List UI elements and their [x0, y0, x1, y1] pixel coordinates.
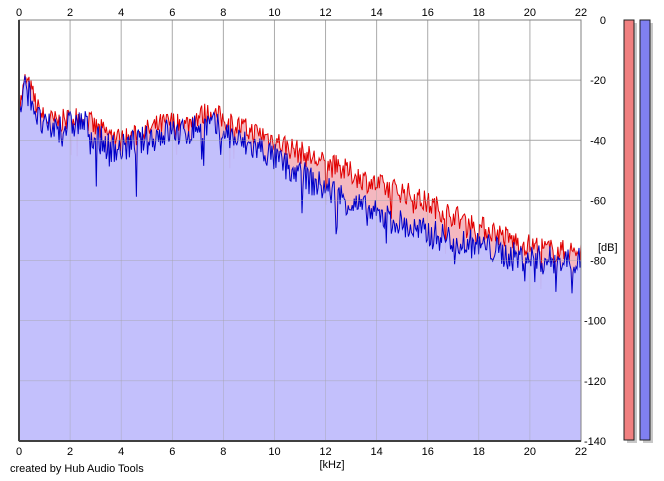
x-tick-label-bottom: 10: [268, 446, 280, 458]
x-tick-label-top: 6: [169, 7, 175, 19]
y-tick-label: -40: [590, 135, 606, 147]
x-axis-label: [kHz]: [319, 459, 344, 471]
x-tick-label-bottom: 16: [422, 446, 434, 458]
x-tick-label-bottom: 12: [319, 446, 331, 458]
y-tick-label: -20: [590, 75, 606, 87]
x-tick-label-top: 22: [575, 7, 587, 19]
x-tick-label-top: 12: [319, 7, 331, 19]
y-axis-label: [dB]: [598, 242, 618, 254]
chart-series: [18, 19, 582, 442]
x-tick-label-bottom: 0: [16, 446, 22, 458]
x-tick-label-top: 8: [220, 7, 226, 19]
x-tick-label-bottom: 8: [220, 446, 226, 458]
x-tick-label-bottom: 4: [118, 446, 124, 458]
plot-frame: [18, 19, 582, 442]
x-tick-label-top: 16: [422, 7, 434, 19]
x-tick-label-bottom: 6: [169, 446, 175, 458]
x-tick-label-bottom: 18: [473, 446, 485, 458]
x-tick-label-top: 0: [16, 7, 22, 19]
tick-labels: 002244668810101212141416161818202022220-…: [16, 7, 606, 458]
x-tick-label-top: 14: [371, 7, 383, 19]
x-tick-label-bottom: 2: [67, 446, 73, 458]
series-line-2: [18, 75, 582, 294]
y-tick-label: -100: [584, 316, 606, 328]
y-tick-label: -80: [590, 256, 606, 268]
x-tick-label-bottom: 22: [575, 446, 587, 458]
x-tick-label-top: 18: [473, 7, 485, 19]
y-tick-label: -60: [590, 195, 606, 207]
x-tick-label-top: 4: [118, 7, 124, 19]
y-tick-label: -140: [584, 436, 606, 448]
level-meters: [623, 19, 653, 443]
credit-text: created by Hub Audio Tools: [10, 463, 144, 475]
x-tick-label-bottom: 20: [524, 446, 536, 458]
series-area-2: [19, 75, 581, 441]
x-tick-label-top: 2: [67, 7, 73, 19]
level-meter-1: [623, 19, 635, 441]
level-meter-2: [639, 19, 651, 441]
y-tick-label: -120: [584, 376, 606, 388]
x-tick-label-top: 10: [268, 7, 280, 19]
y-tick-label: 0: [600, 15, 606, 27]
x-tick-label-top: 20: [524, 7, 536, 19]
x-tick-label-bottom: 14: [371, 446, 383, 458]
